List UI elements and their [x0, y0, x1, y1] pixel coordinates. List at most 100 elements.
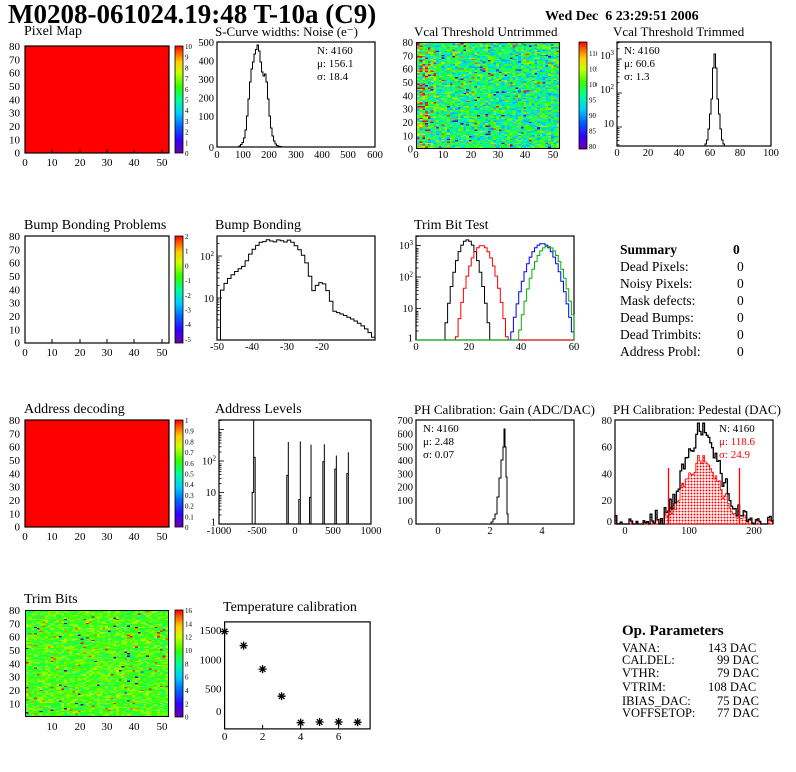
svg-text:1000: 1000 [361, 526, 382, 537]
svg-text:700: 700 [398, 416, 413, 427]
svg-text:30: 30 [9, 298, 21, 310]
svg-text:1: 1 [185, 417, 189, 425]
svg-text:0: 0 [22, 157, 28, 169]
svg-text:0: 0 [185, 524, 189, 532]
svg-text:-2: -2 [185, 292, 191, 300]
svg-text:110: 110 [589, 50, 597, 58]
svg-text:400: 400 [398, 456, 413, 467]
svg-text:100: 100 [235, 150, 251, 161]
svg-text:20: 20 [75, 531, 87, 543]
svg-text:-5: -5 [185, 336, 191, 344]
svg-text:20: 20 [9, 685, 21, 697]
svg-text:40: 40 [403, 91, 414, 102]
svg-text:μ: 60.6: μ: 60.6 [624, 58, 655, 70]
svg-text:30: 30 [102, 157, 114, 169]
svg-text:40: 40 [129, 157, 141, 169]
svg-text:σ: 0.07: σ: 0.07 [423, 449, 454, 461]
svg-text:40: 40 [516, 342, 527, 353]
svg-text:14: 14 [185, 620, 193, 628]
svg-text:102: 102 [202, 455, 217, 468]
svg-text:-40: -40 [245, 342, 259, 353]
svg-text:50: 50 [157, 157, 169, 169]
svg-text:6: 6 [336, 731, 342, 743]
svg-text:80: 80 [403, 38, 414, 49]
svg-text:20: 20 [9, 495, 21, 507]
svg-text:σ: 18.4: σ: 18.4 [317, 71, 348, 83]
svg-text:4: 4 [185, 687, 189, 695]
svg-text:500: 500 [325, 526, 341, 537]
svg-text:0.2: 0.2 [185, 503, 194, 511]
svg-text:30: 30 [403, 105, 414, 116]
svg-text:μ: 118.6: μ: 118.6 [719, 436, 756, 448]
svg-text:20: 20 [75, 721, 87, 733]
svg-text:70: 70 [9, 428, 21, 440]
svg-text:3: 3 [185, 118, 189, 126]
svg-text:10: 10 [204, 294, 215, 305]
svg-text:40: 40 [129, 721, 141, 733]
svg-text:30: 30 [9, 672, 21, 684]
svg-text:0: 0 [292, 526, 297, 537]
svg-text:0: 0 [408, 517, 413, 528]
svg-text:1: 1 [185, 248, 189, 256]
svg-text:400: 400 [314, 150, 330, 161]
svg-text:σ: 24.9: σ: 24.9 [719, 449, 750, 461]
svg-text:400: 400 [199, 57, 214, 68]
svg-text:30: 30 [102, 347, 114, 359]
svg-text:90: 90 [589, 112, 597, 120]
svg-text:1: 1 [185, 139, 189, 147]
svg-text:70: 70 [9, 54, 21, 66]
svg-text:12: 12 [185, 634, 193, 642]
svg-text:0.1: 0.1 [185, 513, 194, 521]
svg-text:30: 30 [9, 108, 21, 120]
svg-text:0: 0 [15, 148, 21, 160]
svg-text:102: 102 [600, 83, 615, 96]
svg-text:10: 10 [47, 721, 59, 733]
svg-text:60: 60 [705, 148, 716, 159]
svg-text:6: 6 [185, 86, 189, 94]
svg-text:20: 20 [75, 157, 87, 169]
svg-text:300: 300 [288, 150, 304, 161]
svg-text:10: 10 [403, 304, 414, 315]
svg-text:50: 50 [403, 78, 414, 89]
svg-text:500: 500 [205, 684, 222, 696]
svg-text:1500: 1500 [200, 625, 223, 637]
svg-text:5: 5 [185, 97, 189, 105]
svg-text:0: 0 [185, 714, 189, 722]
svg-text:50: 50 [9, 455, 21, 467]
svg-text:40: 40 [9, 94, 21, 106]
svg-text:-30: -30 [280, 342, 294, 353]
svg-text:60: 60 [9, 442, 21, 454]
svg-text:4: 4 [298, 731, 304, 743]
svg-text:103: 103 [399, 239, 414, 252]
svg-text:10: 10 [185, 647, 193, 655]
svg-text:1: 1 [408, 334, 413, 345]
svg-text:8: 8 [185, 660, 189, 668]
svg-text:20: 20 [9, 311, 21, 323]
svg-text:40: 40 [520, 150, 531, 161]
svg-text:2: 2 [185, 233, 189, 241]
svg-text:10: 10 [438, 150, 449, 161]
svg-text:40: 40 [674, 148, 685, 159]
svg-text:70: 70 [403, 51, 414, 62]
svg-text:300: 300 [398, 469, 413, 480]
svg-text:60: 60 [9, 258, 21, 270]
svg-text:80: 80 [9, 231, 21, 243]
svg-text:0.5: 0.5 [185, 471, 194, 479]
svg-text:40: 40 [129, 531, 141, 543]
svg-text:1000: 1000 [200, 655, 223, 667]
svg-text:80: 80 [735, 148, 746, 159]
svg-text:60: 60 [9, 68, 21, 80]
svg-text:0: 0 [214, 150, 219, 161]
svg-text:80: 80 [9, 605, 21, 617]
svg-text:-20: -20 [315, 342, 329, 353]
svg-text:10: 10 [9, 324, 21, 336]
svg-text:N: 4160: N: 4160 [624, 45, 660, 57]
svg-text:60: 60 [602, 443, 613, 454]
svg-text:100: 100 [763, 148, 779, 159]
svg-text:N: 4160: N: 4160 [423, 423, 459, 435]
svg-text:10: 10 [9, 134, 21, 146]
svg-text:20: 20 [643, 148, 654, 159]
svg-text:0: 0 [435, 526, 440, 537]
svg-text:N: 4160: N: 4160 [719, 423, 755, 435]
svg-text:-1: -1 [185, 277, 191, 285]
